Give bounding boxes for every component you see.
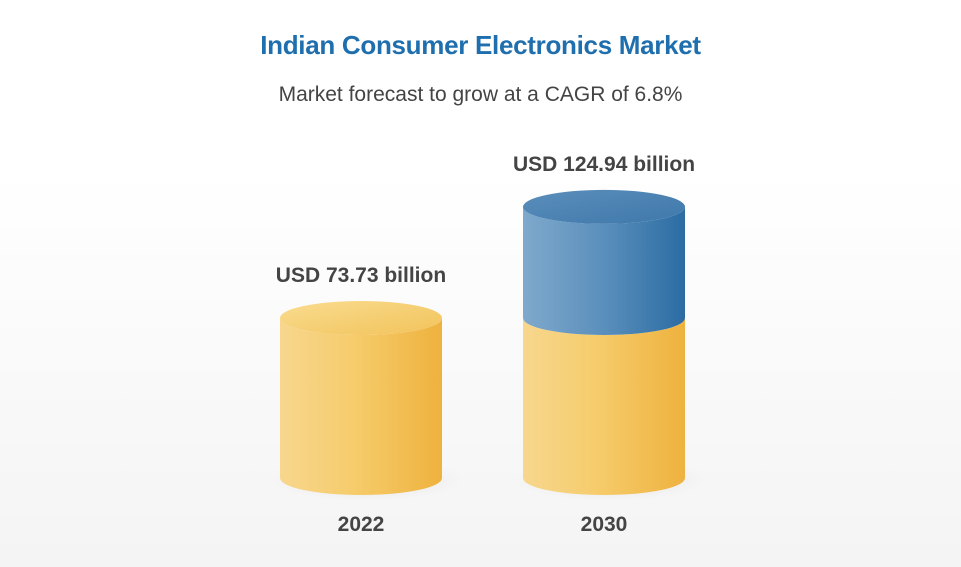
data-label-2022: USD 73.73 billion [276, 264, 446, 287]
bar-2030-base-segment [523, 318, 685, 495]
category-label-2030: 2030 [581, 513, 628, 536]
bar-2022 [280, 318, 442, 495]
chart-subtitle: Market forecast to grow at a CAGR of 6.8… [278, 83, 683, 106]
chart-title: Indian Consumer Electronics Market [260, 30, 701, 60]
bar-2030-growth-segment [523, 206, 685, 336]
data-label-2030: USD 124.94 billion [513, 153, 695, 176]
bar-top-2022 [280, 301, 442, 336]
bar-top-2030 [523, 189, 685, 224]
category-label-2022: 2022 [338, 513, 385, 536]
